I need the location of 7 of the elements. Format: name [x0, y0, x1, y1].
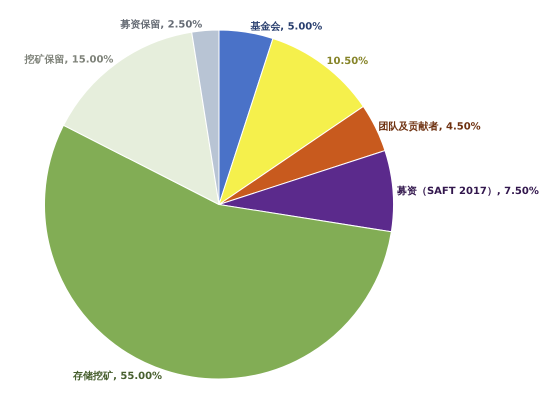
slice-label: 挖矿保留, 15.00% — [23, 53, 114, 66]
slice-label: 存储挖矿, 55.00% — [72, 370, 162, 382]
slice-label: 募资保留, 2.50% — [119, 18, 202, 31]
slice-label: 团队及贡献者, 4.50% — [378, 120, 481, 133]
slice-label: 募资（SAFT 2017）, 7.50% — [396, 184, 539, 197]
slice-label: 基金会, 5.00% — [249, 20, 322, 32]
data-label: 10.50% — [326, 56, 368, 67]
